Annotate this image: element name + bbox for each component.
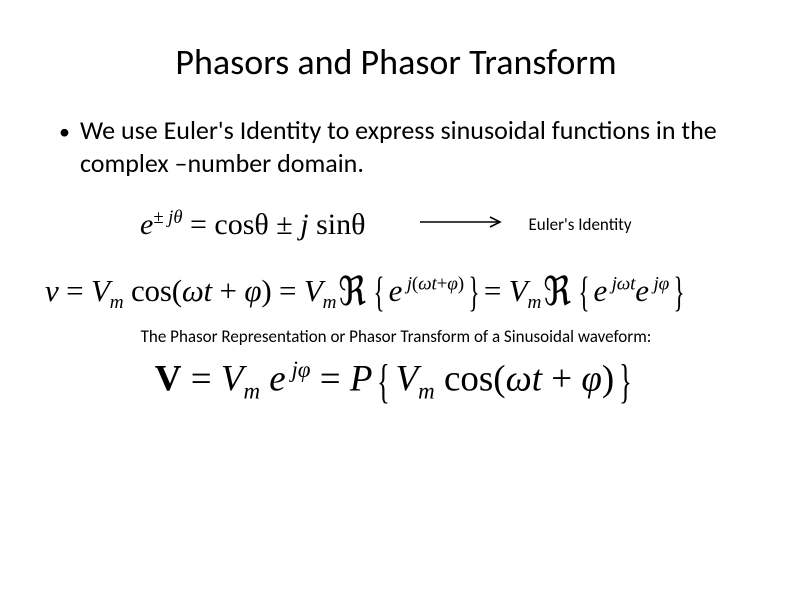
eq3-sub-m2: m [418, 379, 435, 404]
eq1-eq: = [190, 208, 207, 241]
bullet-marker: • [59, 114, 70, 179]
eq2-sub-m3: m [527, 292, 541, 313]
bullet-item: • We use Euler's Identity to express sin… [59, 114, 733, 179]
phasor-equation: v = Vm cos(ωt + φ) = Vmℜ{e j(ωt+φ)}= Vmℜ… [45, 264, 737, 314]
eq1-rhs: cosθ ± j sinθ [214, 208, 365, 241]
equation-row-1: e± jθ = cosθ ± j sinθ Euler's Identity [55, 207, 737, 242]
eq3-sub-m1: m [243, 379, 260, 404]
eq2-exp2a: jωt [607, 274, 635, 295]
real-part-symbol-2: ℜ [544, 268, 572, 315]
euler-identity-equation: e± jθ = cosθ ± j sinθ [140, 207, 365, 242]
euler-identity-label: Euler's Identity [528, 214, 631, 235]
phasor-transform-equation: V = Vm e jφ = P{Vm cos(ωt + φ)} [55, 357, 737, 405]
eq3-V-bold: V [155, 359, 182, 400]
eq2-exp2b: jφ [649, 274, 669, 295]
bullet-text: We use Euler's Identity to express sinus… [80, 114, 733, 179]
eq2-sub-m2: m [323, 292, 337, 313]
real-part-symbol-1: ℜ [339, 268, 367, 315]
eq3-sup-jphi: jφ [286, 357, 311, 382]
page-title: Phasors and Phasor Transform [55, 40, 737, 84]
arrow-icon [420, 215, 506, 234]
eq2-sub-m1: m [110, 292, 124, 313]
eq2-exp1: j(ωt+φ) [402, 274, 464, 295]
eq1-lhs-sup: ± jθ [153, 207, 182, 228]
eq1-lhs-base: e [140, 208, 153, 241]
phasor-footnote: The Phasor Representation or Phasor Tran… [55, 326, 737, 347]
